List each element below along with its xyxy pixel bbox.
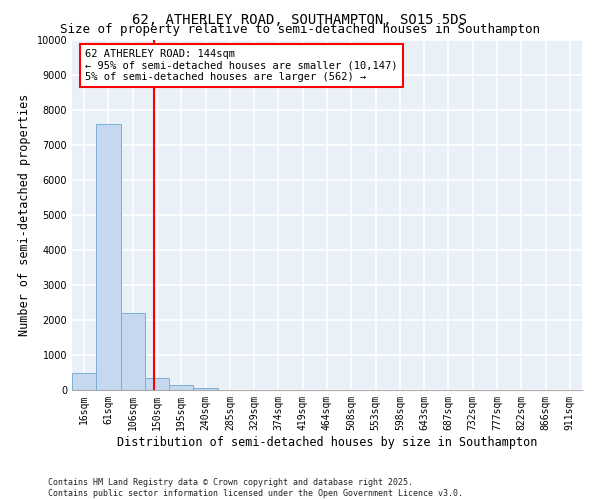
X-axis label: Distribution of semi-detached houses by size in Southampton: Distribution of semi-detached houses by … [117,436,537,448]
Bar [72,372,96,390]
Bar [96,124,121,390]
Bar [121,313,145,390]
Bar [145,378,169,390]
Bar [169,385,193,390]
Y-axis label: Number of semi-detached properties: Number of semi-detached properties [18,94,31,336]
Text: 62, ATHERLEY ROAD, SOUTHAMPTON, SO15 5DS: 62, ATHERLEY ROAD, SOUTHAMPTON, SO15 5DS [133,12,467,26]
Text: 62 ATHERLEY ROAD: 144sqm
← 95% of semi-detached houses are smaller (10,147)
5% o: 62 ATHERLEY ROAD: 144sqm ← 95% of semi-d… [85,48,397,82]
Text: Contains HM Land Registry data © Crown copyright and database right 2025.
Contai: Contains HM Land Registry data © Crown c… [48,478,463,498]
Bar [193,388,218,390]
Text: Size of property relative to semi-detached houses in Southampton: Size of property relative to semi-detach… [60,22,540,36]
